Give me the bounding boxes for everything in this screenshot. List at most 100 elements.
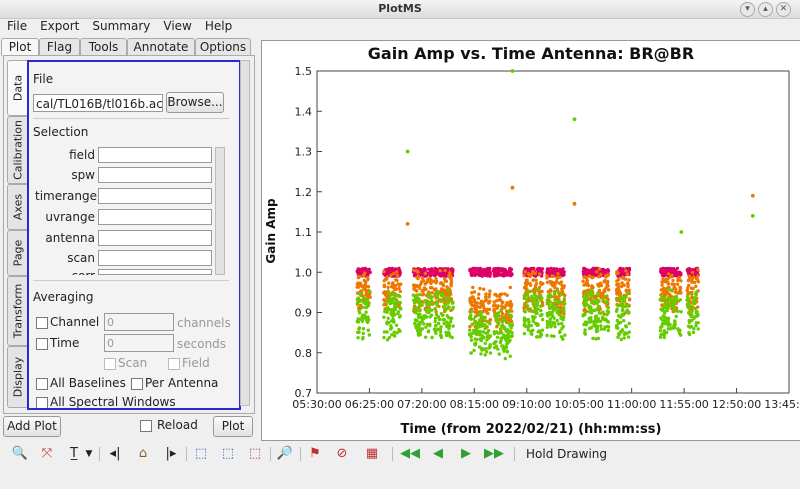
data-point: [488, 322, 492, 326]
data-point: [447, 327, 451, 331]
data-point: [523, 324, 528, 328]
browse-button[interactable]: Browse...: [166, 92, 224, 113]
data-point: [667, 288, 671, 292]
selection-scrollbar[interactable]: [215, 147, 225, 275]
all-baselines-checkbox[interactable]: [36, 378, 48, 390]
scan-checkbox[interactable]: [104, 358, 116, 370]
menu-export[interactable]: Export: [40, 19, 80, 33]
field-input[interactable]: [98, 147, 212, 163]
first-iteration-icon[interactable]: ◀◀: [400, 446, 420, 461]
field-checkbox[interactable]: [168, 358, 180, 370]
antenna-input[interactable]: [98, 230, 212, 246]
data-point: [387, 281, 391, 285]
plot-canvas[interactable]: Gain Amp vs. Time Antenna: BR@BR Time (f…: [261, 40, 800, 441]
reload-checkbox[interactable]: [140, 420, 152, 432]
file-input[interactable]: cal/TL016B/tl016b.accor: [33, 94, 163, 112]
tab-page[interactable]: Page: [7, 230, 27, 276]
data-point: [663, 311, 667, 315]
corr-input[interactable]: [98, 269, 212, 275]
data-point: [498, 267, 503, 271]
inspect-icon[interactable]: 🔎: [276, 446, 294, 461]
data-point: [478, 301, 483, 306]
previous-iteration-icon[interactable]: ◀: [433, 446, 443, 461]
close-button[interactable]: ✕: [776, 2, 791, 17]
channel-input[interactable]: 0: [104, 313, 174, 331]
zoom-icon[interactable]: 🔍: [11, 446, 29, 461]
step-forward-icon[interactable]: |▸: [165, 446, 177, 461]
time-input[interactable]: 0: [104, 334, 174, 352]
spw-input[interactable]: [98, 167, 212, 183]
tab-transform[interactable]: Transform: [7, 276, 27, 346]
data-point: [433, 274, 437, 278]
home-icon[interactable]: ⌂: [138, 446, 148, 461]
data-point: [668, 327, 672, 331]
data-point: [627, 330, 631, 334]
data-point: [688, 325, 692, 329]
tab-calibration[interactable]: Calibration: [7, 116, 27, 184]
data-point: [532, 310, 536, 314]
minimize-button[interactable]: ▾: [740, 2, 755, 17]
subtract-region-icon[interactable]: ⬚: [221, 446, 235, 461]
hold-drawing-label[interactable]: Hold Drawing: [526, 447, 608, 461]
plot-button[interactable]: Plot: [213, 416, 253, 437]
pan-icon[interactable]: ⤧: [41, 446, 53, 461]
data-point: [541, 317, 545, 322]
x-tick-label: 11:00:00: [607, 398, 656, 411]
data-point: [660, 303, 664, 307]
tab-flag[interactable]: Flag: [39, 38, 80, 55]
data-point: [412, 300, 417, 305]
data-point: [661, 296, 665, 301]
menu-file[interactable]: File: [7, 19, 28, 33]
data-point: [436, 321, 441, 326]
uvrange-input[interactable]: [98, 209, 212, 225]
tab-tools[interactable]: Tools: [80, 38, 127, 55]
data-point: [494, 267, 498, 271]
mark-region-icon[interactable]: ⬚: [194, 446, 208, 461]
all-spw-checkbox[interactable]: [36, 397, 48, 408]
tab-plot[interactable]: Plot: [1, 38, 39, 56]
data-point: [626, 335, 631, 339]
tab-data[interactable]: Data: [7, 60, 27, 116]
data-point: [602, 327, 607, 331]
add-plot-button[interactable]: Add Plot: [3, 416, 61, 437]
locate-icon[interactable]: ▦: [365, 446, 379, 461]
unflag-icon[interactable]: ⊘: [336, 446, 348, 461]
toolbar-separator: [300, 447, 301, 461]
menu-summary[interactable]: Summary: [92, 19, 151, 33]
data-point: [468, 333, 472, 337]
data-point: [425, 322, 430, 327]
menu-help[interactable]: Help: [204, 19, 233, 33]
data-tab-scrollbar[interactable]: [240, 60, 250, 406]
data-point: [529, 331, 533, 336]
tab-axes[interactable]: Axes: [7, 184, 27, 230]
scan-input[interactable]: [98, 250, 212, 266]
data-point: [509, 305, 513, 310]
timerange-input[interactable]: [98, 188, 212, 204]
time-checkbox[interactable]: [36, 338, 48, 350]
data-point: [694, 309, 698, 314]
data-point: [469, 271, 473, 275]
data-point: [687, 311, 691, 315]
clear-region-icon[interactable]: ⬚: [248, 446, 262, 461]
data-point: [598, 307, 602, 311]
per-antenna-checkbox[interactable]: [131, 378, 143, 390]
tab-display[interactable]: Display: [7, 346, 27, 408]
data-point: [397, 286, 401, 291]
data-point: [416, 315, 421, 320]
tab-options[interactable]: Options: [195, 38, 251, 55]
data-point: [492, 300, 496, 304]
last-iteration-icon[interactable]: ▶▶: [484, 446, 504, 461]
channel-checkbox[interactable]: [36, 317, 48, 329]
maximize-button[interactable]: ▴: [758, 2, 773, 17]
next-iteration-icon[interactable]: ▶: [461, 446, 471, 461]
data-point: [439, 299, 443, 303]
data-point: [538, 335, 542, 339]
menu-view[interactable]: View: [163, 19, 192, 33]
data-point: [508, 285, 512, 290]
step-back-icon[interactable]: ◂|: [109, 446, 121, 461]
data-point: [668, 268, 672, 272]
annotate-text-icon[interactable]: T̲: [70, 446, 78, 461]
flag-icon[interactable]: ⚑: [309, 446, 321, 461]
dropdown-icon[interactable]: ▼: [85, 449, 93, 459]
tab-annotate[interactable]: Annotate: [127, 38, 195, 55]
